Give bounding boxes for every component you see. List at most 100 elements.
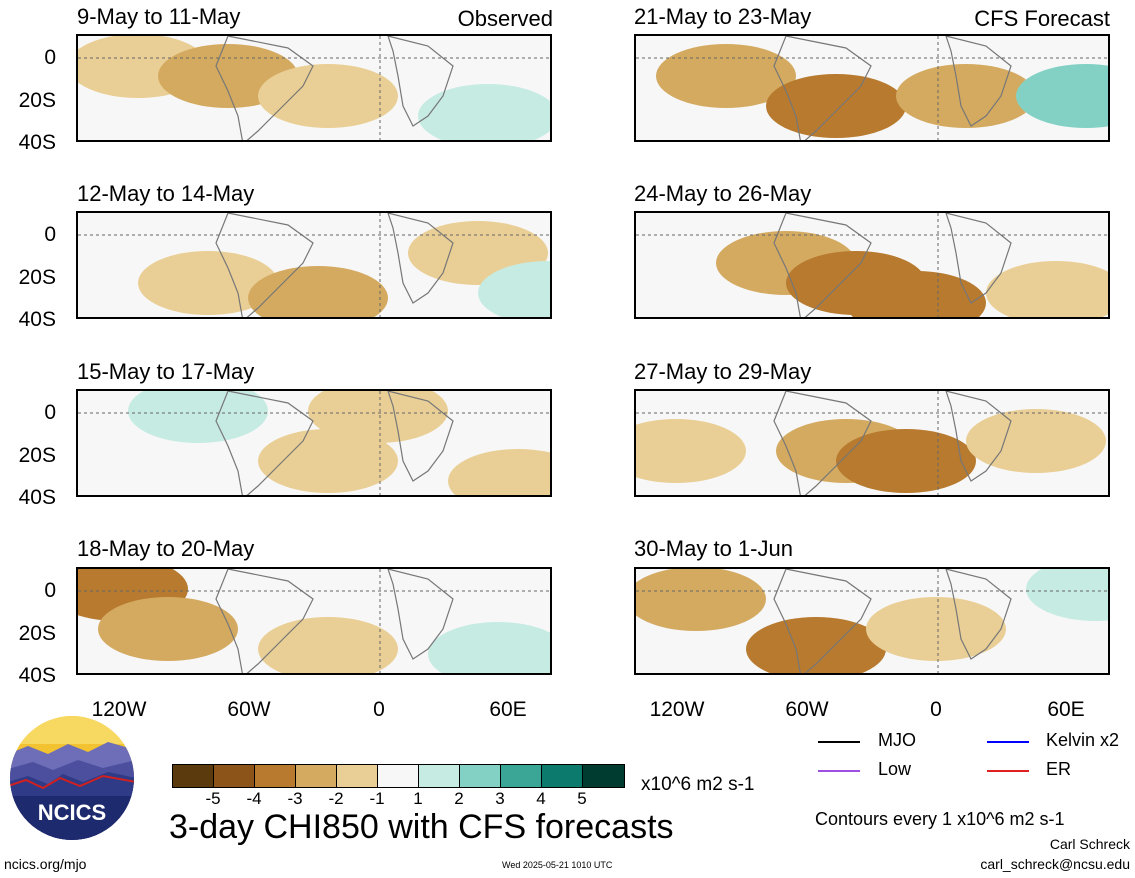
- panel-source-label: Observed: [457, 6, 553, 31]
- legend-kelvin-label: Kelvin x2: [1046, 730, 1120, 750]
- coastline-africa: [387, 391, 454, 482]
- lat-label: 0: [44, 401, 56, 424]
- map-field: [78, 36, 550, 140]
- lat-label: 40S: [18, 486, 56, 509]
- coastline-africa: [945, 569, 1012, 660]
- coastline-south-america: [773, 213, 872, 317]
- lat-label: 20S: [18, 444, 56, 467]
- legend-low-label: Low: [878, 759, 912, 779]
- map-panel: [76, 211, 552, 319]
- map-field: [636, 36, 1108, 140]
- colorbar-swatch: [296, 765, 337, 787]
- colorbar-units: x10^6 m2 s-1: [641, 774, 755, 795]
- panel-source-label: CFS Forecast: [974, 6, 1110, 31]
- lat-label: 20S: [18, 266, 56, 289]
- anomaly-shading: [866, 597, 1006, 661]
- coastline-africa: [387, 36, 454, 127]
- panel-title: 30-May to 1-Jun: [634, 536, 793, 561]
- legend-mjo-label: MJO: [878, 730, 916, 750]
- legend-mjo-line: [818, 741, 860, 743]
- anomaly-shading: [478, 261, 550, 317]
- map-panel: [76, 567, 552, 675]
- anomaly-shading: [1026, 569, 1108, 621]
- anomaly-shading: [308, 391, 448, 443]
- panel-title: 18-May to 20-May: [77, 536, 255, 561]
- panel-title: 21-May to 23-May: [634, 4, 812, 29]
- panel-title: 12-May to 14-May: [77, 181, 255, 206]
- contour-note: Contours every 1 x10^6 m2 s-1: [815, 809, 1065, 829]
- anomaly-shading: [746, 617, 886, 673]
- lat-label: 0: [44, 223, 56, 246]
- lon-label: 60E: [1047, 698, 1085, 721]
- legend-kelvin-line: [987, 741, 1029, 743]
- coastline-south-america: [773, 36, 872, 140]
- colorbar-swatch: [337, 765, 378, 787]
- colorbar-swatch: [460, 765, 501, 787]
- coastline-south-america: [215, 213, 314, 317]
- legend-low-line: [818, 770, 860, 772]
- panel-title: 15-May to 17-May: [77, 359, 255, 384]
- map-panel: [634, 34, 1110, 142]
- map-field: [78, 213, 550, 317]
- map-panel: [634, 211, 1110, 319]
- main-title: 3-day CHI850 with CFS forecasts: [169, 808, 674, 846]
- colorbar-tick-label: 1: [413, 789, 423, 808]
- colorbar-tick-label: 4: [536, 789, 546, 808]
- map-field: [636, 391, 1108, 495]
- anomaly-shading: [966, 409, 1106, 473]
- coastline-south-america: [773, 569, 872, 673]
- lon-label: 0: [373, 698, 385, 721]
- lat-label: 20S: [18, 89, 56, 112]
- anomaly-shading: [986, 261, 1108, 317]
- colorbar-swatch: [419, 765, 460, 787]
- lon-label: 60W: [227, 698, 271, 721]
- colorbar-tick-label: -5: [205, 789, 221, 808]
- coastline-south-america: [215, 36, 314, 140]
- colorbar-tick-label: -4: [246, 789, 262, 808]
- anomaly-shading: [766, 74, 906, 138]
- coastline-africa: [945, 213, 1012, 304]
- colorbar-tick-label: 3: [495, 789, 505, 808]
- lon-label: 60E: [489, 698, 527, 721]
- coastline-africa: [945, 391, 1012, 482]
- timestamp: Wed 2025-05-21 1010 UTC: [502, 860, 613, 870]
- lat-label: 20S: [18, 622, 56, 645]
- author-email: carl_schreck@ncsu.edu: [980, 856, 1130, 872]
- lon-label: 120W: [649, 698, 705, 721]
- colorbar-tick-label: -3: [287, 789, 303, 808]
- colorbar-swatch: [255, 765, 296, 787]
- panel-title: 27-May to 29-May: [634, 359, 812, 384]
- panel-title: 24-May to 26-May: [634, 181, 812, 206]
- anomaly-shading: [128, 391, 268, 443]
- anomaly-shading: [138, 251, 278, 315]
- lon-label: 120W: [91, 698, 147, 721]
- anomaly-shading: [836, 429, 976, 493]
- author-name: Carl Schreck: [1049, 836, 1130, 852]
- anomaly-shading: [258, 64, 398, 128]
- coastline-africa: [945, 36, 1012, 127]
- anomaly-shading: [248, 266, 388, 317]
- anomaly-shading: [98, 597, 238, 661]
- anomaly-shading: [896, 64, 1036, 128]
- ncics-logo: NCICS: [8, 714, 136, 847]
- anomaly-shading: [1016, 64, 1108, 128]
- colorbar: [172, 764, 625, 788]
- map-panel: [76, 34, 552, 142]
- coastline-south-america: [773, 391, 872, 495]
- colorbar-tick-label: -2: [328, 789, 344, 808]
- svg-text:NCICS: NCICS: [38, 800, 106, 825]
- map-panel: [634, 567, 1110, 675]
- legend-er-label: ER: [1046, 759, 1072, 779]
- colorbar-swatch: [583, 765, 624, 787]
- colorbar-swatch: [501, 765, 542, 787]
- coastline-africa: [387, 213, 454, 304]
- lat-label: 0: [44, 46, 56, 69]
- map-field: [636, 569, 1108, 673]
- map-panel: [634, 389, 1110, 497]
- website-link[interactable]: ncics.org/mjo: [4, 856, 87, 872]
- coastline-south-america: [215, 569, 314, 673]
- colorbar-tick-label: 2: [454, 789, 464, 808]
- legend-er-line: [987, 770, 1029, 772]
- colorbar-tick-label: 5: [577, 789, 587, 808]
- map-panel: [76, 389, 552, 497]
